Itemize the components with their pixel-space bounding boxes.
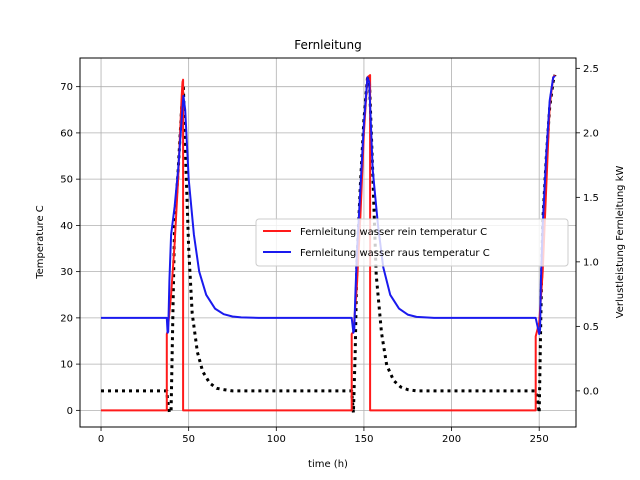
y-tick-label: 20 xyxy=(60,313,73,324)
y-tick-label: 10 xyxy=(60,360,73,371)
y-tick-label: 50 xyxy=(60,175,73,186)
y2-tick-label: 2.0 xyxy=(583,128,599,139)
legend-label-rein: Fernleitung wasser rein temperatur C xyxy=(300,227,487,238)
x-tick-label: 100 xyxy=(267,434,286,445)
x-tick-label: 150 xyxy=(354,434,373,445)
plot-frame xyxy=(79,57,577,428)
y2-tick-label: 0.0 xyxy=(583,386,599,397)
x-tick-label: 0 xyxy=(98,434,104,445)
y-tick-label: 40 xyxy=(60,221,73,232)
y2-tick-label: 1.0 xyxy=(583,257,599,268)
y-axis-label: Temperature C xyxy=(35,205,46,280)
tick-layer: 0 50 100 150 200 250 0 10 20 30 40 50 60 70 0.0 0.5 1.0 1… xyxy=(60,64,599,445)
legend: Fernleitung wasser rein temperatur C Fer… xyxy=(255,218,569,267)
y2-tick-label: 1.5 xyxy=(583,193,599,204)
series-layer xyxy=(101,73,557,415)
legend-box xyxy=(255,218,569,267)
y-tick-label: 30 xyxy=(60,267,73,278)
x-axis-label: time (h) xyxy=(308,459,348,470)
x-tick-label: 50 xyxy=(182,434,195,445)
y2-tick-label: 2.5 xyxy=(583,64,599,75)
y2-axis-label: Verlustleistung Fernleitung kW xyxy=(615,166,626,319)
y2-tick-label: 0.5 xyxy=(583,322,599,333)
x-tick-label: 200 xyxy=(442,434,461,445)
y-tick-label: 0 xyxy=(67,406,73,417)
legend-label-raus: Fernleitung wasser raus temperatur C xyxy=(300,248,490,259)
y-tick-label: 60 xyxy=(60,128,73,139)
chart-title: Fernleitung xyxy=(294,38,362,52)
series-raus-line xyxy=(101,75,556,336)
y-tick-label: 70 xyxy=(60,82,73,93)
x-tick-label: 250 xyxy=(530,434,549,445)
